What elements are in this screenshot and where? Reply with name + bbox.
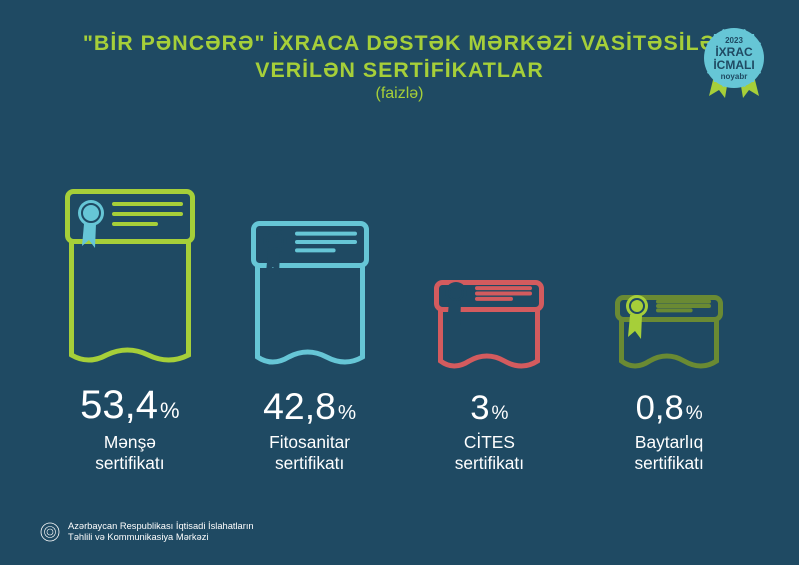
certificate-icon [251,221,369,371]
cert-label: Baytarlıqsertifikatı [634,432,703,475]
infographic-page: "BİR PƏNCƏRƏ" İXRACA DƏSTƏK MƏRKƏZİ VASİ… [0,0,799,565]
certificate-icon [434,280,544,375]
footer-line-2: Təhlili və Kommunikasiya Mərkəzi [68,532,254,543]
footer-seal-icon [40,522,60,542]
cert-value: 3% [470,389,508,428]
cert-item-3: 0,8% Baytarlıqsertifikatı [589,295,749,475]
cert-value: 0,8% [636,389,703,428]
cert-label: CİTESsertifikatı [455,432,524,475]
cert-item-2: 3% CİTESsertifikatı [409,280,569,475]
items-row: 53,4%Mənşəsertifikatı 42,8%Fitosanitarse… [0,189,799,475]
footer-line-1: Azərbaycan Respublikası İqtisadi İslahat… [68,521,254,532]
certificate-icon [65,189,195,369]
footer: Azərbaycan Respublikası İqtisadi İslahat… [40,521,254,543]
subtitle: (faizlə) [0,85,799,103]
badge-year: 2023 [695,36,773,45]
certificate-icon [615,295,723,375]
title-block: "BİR PƏNCƏRƏ" İXRACA DƏSTƏK MƏRKƏZİ VASİ… [0,30,799,103]
title-line-2: VERİLƏN SERTİFİKATLAR [0,57,799,84]
cert-value: 42,8% [263,385,356,428]
title-line-1: "BİR PƏNCƏRƏ" İXRACA DƏSTƏK MƏRKƏZİ VASİ… [0,30,799,57]
badge-month: noyabr [695,72,773,81]
cert-label: Fitosanitarsertifikatı [269,432,350,475]
cert-value: 53,4% [80,383,179,428]
badge-main-text: İXRAC İCMALI [695,46,773,71]
cert-label: Mənşəsertifikatı [95,432,164,475]
cert-item-1: 42,8%Fitosanitarsertifikatı [230,221,390,475]
export-review-badge: 2023 İXRAC İCMALI noyabr [695,22,773,100]
cert-item-0: 53,4%Mənşəsertifikatı [50,189,210,475]
footer-text: Azərbaycan Respublikası İqtisadi İslahat… [68,521,254,543]
